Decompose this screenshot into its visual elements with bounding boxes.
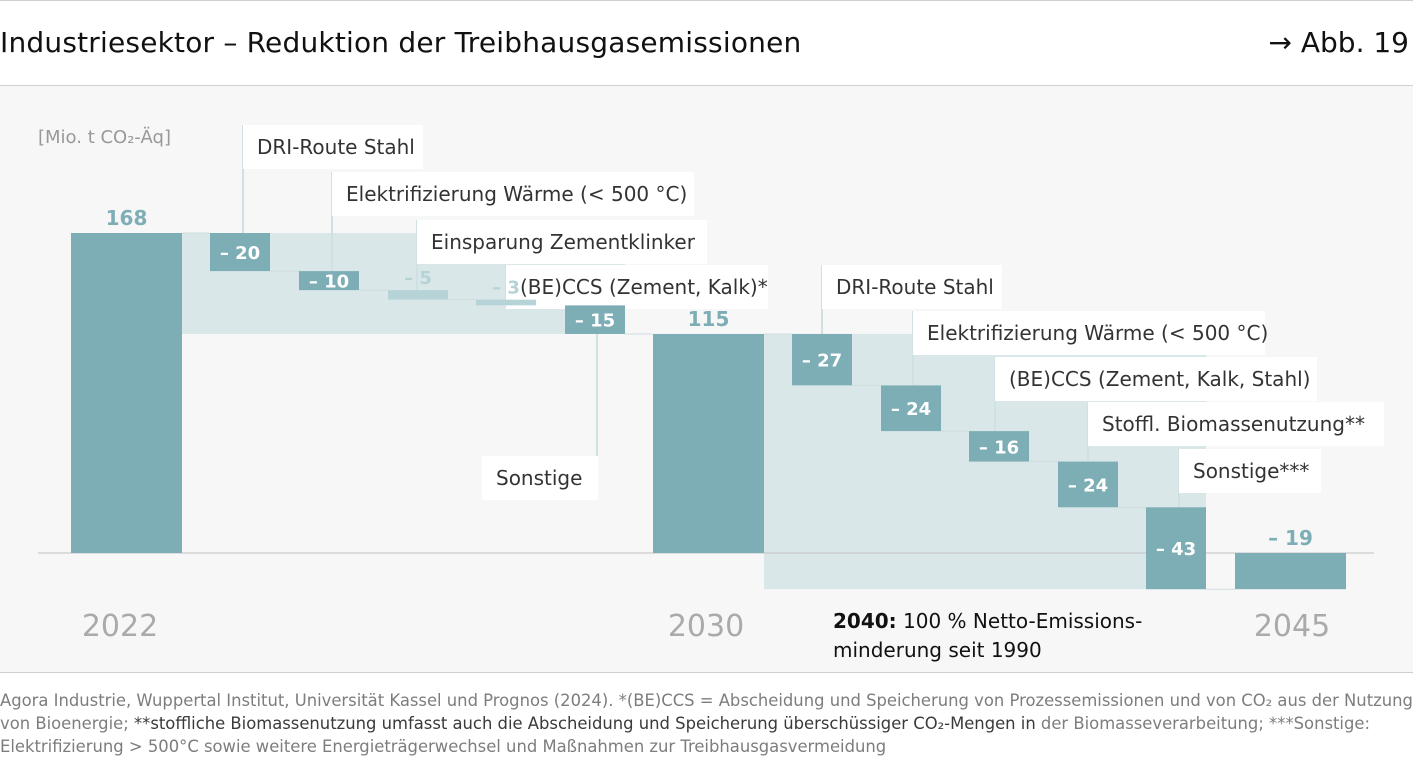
waterfall-chart: [Mio. t CO₂-Äq] DRI-Route Stahl Elektrifiz… [38, 125, 1384, 662]
callout-label: Elektrifizierung Wärme (< 500 °C) [346, 182, 687, 206]
bottom-rule [0, 672, 1413, 673]
source-part-1: Agora Industrie, Wuppertal Institut, Uni… [0, 691, 1413, 733]
callout-label: Stoffl. Biomassenutzung** [1102, 412, 1365, 436]
step-value-label: – 43 [1156, 539, 1196, 560]
reduction-bar [881, 385, 941, 432]
header-rule [0, 85, 1413, 86]
reduction-bar [210, 233, 270, 272]
callout-box [1088, 402, 1384, 446]
callout-box [822, 265, 1002, 309]
total-value-label: 115 [688, 307, 730, 331]
step-value-label: – 24 [891, 399, 931, 420]
reduction-bar [969, 431, 1029, 462]
reduction-bar [1146, 507, 1206, 590]
step-value-label: – 5 [404, 268, 432, 289]
reduction-bar [299, 271, 359, 291]
step-value-label: – 20 [220, 243, 260, 264]
callout-label: Sonstige*** [1193, 459, 1309, 483]
chart-title: Industriesektor – Reduktion der Treibhau… [0, 26, 802, 59]
step-value-label: – 10 [309, 272, 349, 293]
reduction-bar [1058, 461, 1118, 508]
annotation-line-1: 2040: 100 % Netto-Emissions- [833, 609, 1142, 633]
callout-label: (BE)CCS (Zement, Kalk)* [520, 275, 768, 299]
annotation-text: 100 % Netto-Emissions- [897, 609, 1143, 633]
total-bar [1235, 553, 1346, 590]
source-part-3: der Biomasseverarbeitung; ***Sonstige: E… [0, 714, 1370, 756]
callout-box [995, 357, 1317, 401]
figure-reference: → Abb. 19 [1268, 26, 1410, 59]
reduction-bar [476, 299, 536, 306]
callout-label: Einsparung Zementklinker [431, 230, 696, 254]
callout-box [482, 456, 598, 500]
callout-box [1179, 449, 1321, 493]
total-bar [71, 233, 182, 553]
callout-box [506, 265, 768, 309]
unit-label: [Mio. t CO₂-Äq] [38, 127, 171, 148]
callout-label: Elektrifizierung Wärme (< 500 °C) [927, 321, 1268, 345]
callout-box [913, 311, 1265, 355]
step-value-label: – 3 [492, 278, 520, 299]
reduction-bar [565, 305, 625, 334]
callout-label: DRI-Route Stahl [257, 135, 415, 159]
top-rule [0, 0, 1413, 1]
source-part-2: **stoffliche Biomassenutzung umfasst auc… [133, 714, 1036, 733]
callout-label: DRI-Route Stahl [836, 275, 994, 299]
source-note: Agora Industrie, Wuppertal Institut, Uni… [0, 689, 1413, 758]
reduction-bar [792, 333, 852, 386]
total-value-label: 168 [106, 206, 148, 230]
reduction-bar [388, 290, 448, 300]
annotation-year: 2040: [833, 609, 897, 633]
callout-label: (BE)CCS (Zement, Kalk, Stahl) [1009, 367, 1310, 391]
step-value-label: – 24 [1068, 475, 1108, 496]
step-value-label: – 16 [979, 437, 1019, 458]
callout-box [417, 220, 707, 264]
total-value-label: – 19 [1268, 526, 1313, 550]
callout-box [332, 172, 694, 216]
step-value-label: – 27 [802, 351, 842, 372]
callout-label: Sonstige [496, 466, 582, 490]
year-label-2030: 2030 [668, 609, 744, 644]
annotation-line-2: minderung seit 1990 [833, 638, 1042, 662]
year-label-2022: 2022 [82, 609, 158, 644]
callout-box [243, 125, 423, 169]
total-bar [653, 333, 764, 553]
step-value-label: – 15 [575, 311, 615, 332]
year-label-2045: 2045 [1254, 609, 1330, 644]
